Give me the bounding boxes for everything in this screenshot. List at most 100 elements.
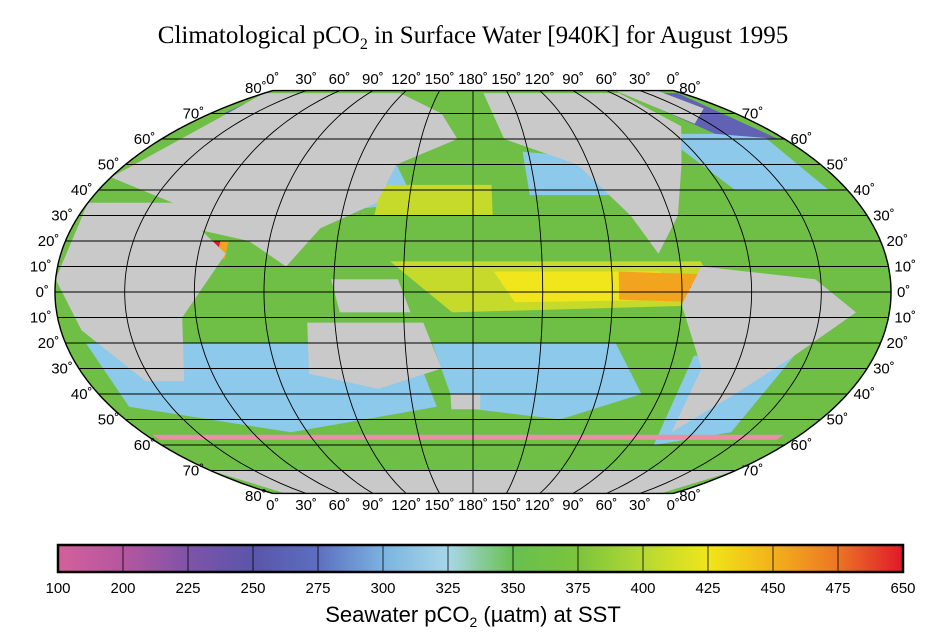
lon-label-bottom: 60˚ bbox=[329, 497, 351, 514]
lat-label-right: 80˚ bbox=[679, 488, 701, 505]
lat-label-left: 50˚ bbox=[98, 157, 120, 174]
lat-label-left: 30˚ bbox=[51, 361, 73, 378]
lat-label-right: 10˚ bbox=[894, 310, 916, 327]
colorbar-cell bbox=[513, 545, 579, 572]
colorbar-frame bbox=[56, 543, 905, 574]
colorbar-tick-label: 325 bbox=[435, 580, 460, 597]
colorbar-tick-label: 400 bbox=[630, 580, 655, 597]
lat-label-left: 50˚ bbox=[98, 412, 120, 429]
lat-label-right: 60˚ bbox=[791, 131, 813, 148]
lon-label-top: 0˚ bbox=[266, 71, 279, 88]
lat-label-left: 20˚ bbox=[38, 233, 60, 250]
lat-label-right: 50˚ bbox=[827, 412, 849, 429]
colorbar-tick-label: 475 bbox=[825, 580, 850, 597]
colorbar-tick-label: 350 bbox=[500, 580, 525, 597]
maritime-continent bbox=[331, 279, 411, 313]
lon-label-top: 180˚ bbox=[458, 71, 488, 88]
colorbar-cell bbox=[838, 545, 904, 572]
lon-label-bottom: 120˚ bbox=[391, 497, 421, 514]
lon-label-bottom: 180˚ bbox=[458, 497, 488, 514]
lon-label-bottom: 120˚ bbox=[525, 497, 555, 514]
new-zealand bbox=[450, 394, 481, 410]
colorbar-cell bbox=[578, 545, 644, 572]
low-pco2-north-atlantic bbox=[660, 133, 829, 190]
colorbar-tick-label: 100 bbox=[45, 580, 70, 597]
lat-label-left: 60˚ bbox=[134, 131, 156, 148]
lon-label-top: 60˚ bbox=[596, 71, 618, 88]
lon-label-bottom: 30˚ bbox=[629, 497, 651, 514]
lon-label-top: 30˚ bbox=[629, 71, 651, 88]
south-america bbox=[671, 266, 856, 433]
colorbar-cells bbox=[56, 543, 905, 574]
lon-label-top: 150˚ bbox=[425, 71, 455, 88]
colorbar-tick-label: 650 bbox=[890, 580, 915, 597]
colorbar-tick-label: 200 bbox=[110, 580, 135, 597]
lat-label-right: 70˚ bbox=[742, 463, 764, 480]
colorbar-cell bbox=[318, 545, 384, 572]
colorbar-cell bbox=[708, 545, 774, 572]
lon-label-bottom: 90˚ bbox=[362, 497, 384, 514]
colorbar-cell bbox=[383, 545, 449, 572]
colorbar-title: Seawater pCO2 (µatm) at SST bbox=[325, 602, 621, 630]
map-area bbox=[55, 90, 891, 494]
lat-label-left: 80˚ bbox=[245, 80, 267, 97]
lat-label-right: 20˚ bbox=[887, 233, 909, 250]
lat-label-left: 20˚ bbox=[38, 335, 60, 352]
colorbar-cell bbox=[253, 545, 319, 572]
colorbar-tick-label: 225 bbox=[175, 580, 200, 597]
lat-label-left: 70˚ bbox=[183, 463, 205, 480]
colorbar-cell bbox=[58, 545, 124, 572]
lon-label-top: 30˚ bbox=[295, 71, 317, 88]
lat-label-right: 30˚ bbox=[873, 208, 895, 225]
lon-label-top: 0˚ bbox=[667, 71, 680, 88]
graticule-labels: 0˚ 30˚ 60˚ 90˚ 120˚ 150˚ 180˚ 150˚ 120˚ 90˚ 60˚ 30˚… bbox=[30, 71, 916, 514]
north-america bbox=[483, 93, 682, 254]
lat-label-right: 60˚ bbox=[791, 437, 813, 454]
lon-label-top: 120˚ bbox=[391, 71, 421, 88]
lon-label-bottom: 0˚ bbox=[667, 497, 680, 514]
lat-label-right: 70˚ bbox=[742, 106, 764, 123]
colorbar-tick-label: 275 bbox=[305, 580, 330, 597]
colorbar-cell bbox=[643, 545, 709, 572]
colorbar-tick-label: 425 bbox=[695, 580, 720, 597]
lat-label-right: 0˚ bbox=[897, 284, 910, 301]
lat-label-right: 50˚ bbox=[827, 157, 849, 174]
lat-label-left: 60˚ bbox=[134, 437, 156, 454]
lat-label-left: 30˚ bbox=[51, 208, 73, 225]
lat-label-right: 10˚ bbox=[894, 259, 916, 276]
lat-label-left: 10˚ bbox=[30, 310, 52, 327]
lat-label-left: 80˚ bbox=[245, 488, 267, 505]
map-title: Climatological pCO2 in Surface Water [94… bbox=[157, 22, 789, 53]
colorbar-cell bbox=[448, 545, 514, 572]
lat-label-right: 30˚ bbox=[873, 361, 895, 378]
lat-label-left: 70˚ bbox=[183, 106, 205, 123]
colorbar-tick-label: 300 bbox=[370, 580, 395, 597]
lat-label-right: 40˚ bbox=[853, 386, 875, 403]
colorbar-ticks: 100 200 225 250 275 300 325 350 375 400 425 450 475 6… bbox=[45, 580, 915, 597]
colorbar-cell bbox=[188, 545, 254, 572]
lat-label-right: 20˚ bbox=[887, 335, 909, 352]
lat-label-left: 40˚ bbox=[71, 182, 93, 199]
mid-high-north-pacific bbox=[374, 184, 493, 216]
lon-label-bottom: 60˚ bbox=[596, 497, 618, 514]
lat-label-right: 40˚ bbox=[853, 182, 875, 199]
lon-label-top: 120˚ bbox=[525, 71, 555, 88]
lat-label-left: 0˚ bbox=[36, 284, 49, 301]
map-outline bbox=[54, 89, 892, 495]
colorbar-cell bbox=[123, 545, 189, 572]
lon-label-bottom: 30˚ bbox=[295, 497, 317, 514]
lon-label-bottom: 0˚ bbox=[266, 497, 279, 514]
lon-label-top: 60˚ bbox=[329, 71, 351, 88]
lon-label-top: 90˚ bbox=[562, 71, 584, 88]
colorbar-tick-label: 450 bbox=[760, 580, 785, 597]
lat-label-left: 10˚ bbox=[30, 259, 52, 276]
colorbar: 100 200 225 250 275 300 325 350 375 400 425 450 475 6… bbox=[45, 543, 916, 597]
lat-label-left: 40˚ bbox=[71, 386, 93, 403]
lon-label-bottom: 150˚ bbox=[491, 497, 521, 514]
lon-label-bottom: 90˚ bbox=[562, 497, 584, 514]
colorbar-tick-label: 375 bbox=[565, 580, 590, 597]
lat-label-right: 80˚ bbox=[679, 80, 701, 97]
lon-label-bottom: 150˚ bbox=[425, 497, 455, 514]
colorbar-cell bbox=[773, 545, 839, 572]
